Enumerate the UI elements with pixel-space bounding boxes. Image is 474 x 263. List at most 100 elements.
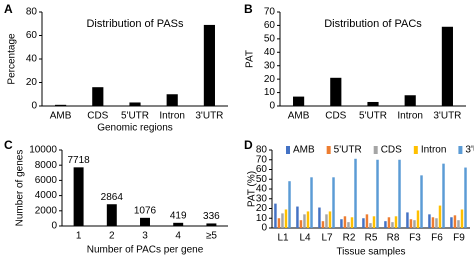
legend-label: AMB [293,145,315,156]
y-tick-label: 20 [256,203,268,214]
bar [464,167,467,228]
data-label: 1076 [134,205,157,216]
y-tick-label: 60 [256,164,268,175]
legend-label: 3'UTR [465,145,474,156]
bar [367,101,379,106]
bar [398,159,401,228]
legend-label: CDS [381,145,402,156]
bar [394,216,398,228]
bar [428,214,431,228]
x-tick-label: 3'UTR [433,111,461,122]
bar [318,207,321,228]
x-tick-label: AMB [50,111,72,122]
legend-swatch [286,146,290,154]
x-tick-label: R5 [365,233,378,244]
bar [140,217,150,226]
y-tick-label: 2000 [35,205,58,216]
x-tick-label: L4 [299,233,311,244]
bar [281,213,284,228]
bar [450,217,453,228]
bar [293,96,305,106]
bar [376,159,379,228]
y-tick-label: 0 [261,223,267,234]
y-tick-label: 10000 [29,145,57,156]
x-tick-label: 5'UTR [121,111,149,122]
x-tick-label: 5'UTR [359,111,387,122]
bar [347,222,350,228]
x-tick-label: AMB [288,111,310,122]
x-tick-label: F9 [453,233,465,244]
bar [354,158,357,228]
bar [442,163,445,228]
bar [387,217,391,228]
x-tick-label: 3'UTR [195,111,223,122]
legend-swatch [326,146,331,154]
bar [435,218,438,228]
x-tick-label: R8 [387,233,400,244]
bar [303,214,306,228]
bar [409,219,413,228]
x-tick-label: 2 [109,231,115,242]
bar [166,94,178,106]
bar [284,209,288,228]
y-tick-label: 60 [26,30,38,41]
bar [296,206,299,228]
bar [306,211,310,228]
x-tick-label: Intron [159,111,185,122]
bar [391,222,394,228]
x-tick-label: ≥5 [206,231,217,242]
bar [404,95,416,106]
bar [277,218,281,228]
x-tick-label: L1 [277,233,289,244]
data-label: 7718 [67,155,90,166]
x-tick-label: 4 [175,231,181,242]
y-axis-label: Number of genes [15,150,26,227]
x-tick-label: 3 [142,231,148,242]
bar [369,223,372,228]
x-tick-label: F3 [409,233,421,244]
bar [321,221,325,228]
x-axis-label: Number of PACs per gene [87,245,204,256]
legend-swatch [373,146,378,154]
bar [55,104,67,106]
legend-label: Intron [421,145,447,156]
data-label: 2864 [101,192,124,203]
legend-label: 5'UTR [334,145,362,156]
legend-swatch [413,146,418,154]
bar [350,217,354,228]
y-tick-label: 80 [256,145,268,156]
y-tick-label: 70 [256,154,268,165]
y-tick-label: 40 [256,184,268,195]
panel-label: A [4,2,13,16]
y-tick-label: 0 [51,221,57,232]
bar [274,203,277,228]
bar [328,211,332,228]
y-tick-label: 8000 [35,160,58,171]
y-tick-label: 4000 [35,190,58,201]
bar [310,177,313,228]
chart-title: Distribution of PACs [324,18,422,30]
y-axis-label: PAT [245,50,256,68]
x-tick-label: R2 [343,233,356,244]
legend-swatch [458,146,463,154]
y-tick-label: 50 [256,174,268,185]
bar [406,212,409,228]
x-tick-label: CDS [87,111,108,122]
bar [362,218,365,228]
y-tick-label: 40 [26,54,38,65]
bar [203,24,215,106]
bar [441,26,453,106]
bar [288,181,291,228]
bar [299,220,303,228]
bar [457,220,460,228]
y-tick-label: 60 [264,20,276,31]
bar [431,217,435,228]
bar [332,177,335,228]
y-tick-label: 10 [264,87,276,98]
y-tick-label: 6000 [35,175,58,186]
bar [340,219,343,228]
panel-label: B [244,2,253,16]
x-tick-label: L7 [321,233,333,244]
bar [343,216,347,228]
